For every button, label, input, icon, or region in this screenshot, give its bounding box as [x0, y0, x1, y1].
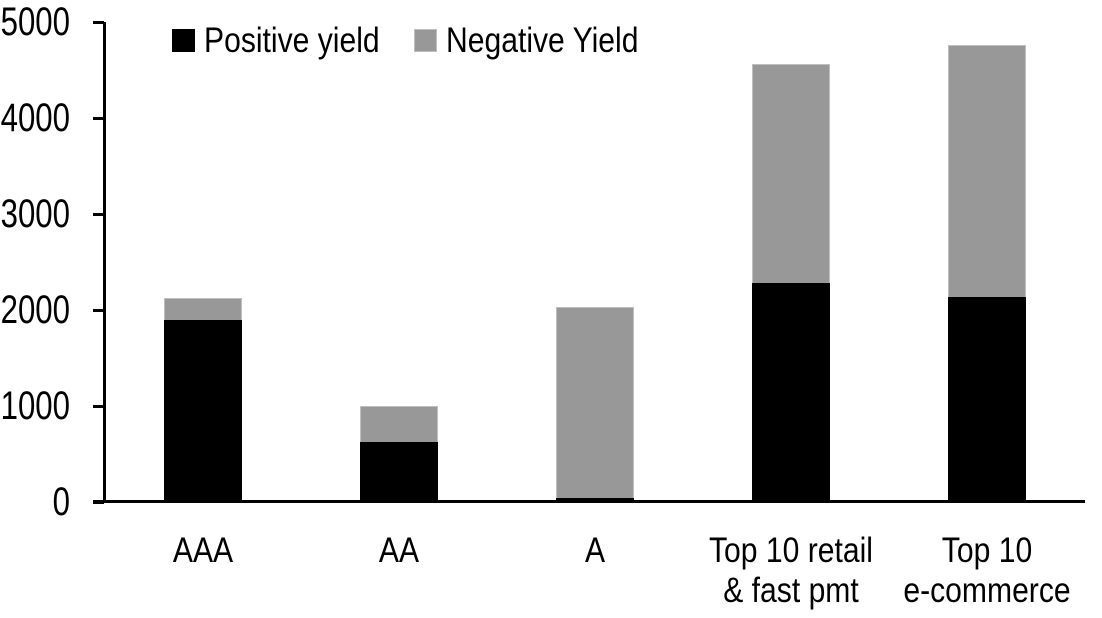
bar-segment: [164, 298, 242, 320]
bar-segment: [948, 296, 1026, 502]
bar-segment: [360, 406, 438, 443]
y-axis-tick-label: 4000: [0, 96, 71, 140]
legend-item-negative-yield: Negative Yield: [414, 23, 670, 58]
y-axis-tick-label: 5000: [0, 0, 71, 44]
y-axis-tick-label: 0: [52, 480, 70, 524]
y-axis-tick-label: 2000: [0, 288, 71, 332]
bar-segment: [752, 283, 830, 502]
y-axis-tick: [93, 404, 104, 408]
bar-segment: [948, 45, 1026, 297]
y-axis-line: [103, 22, 106, 502]
legend-label-positive-yield: Positive yield: [204, 21, 380, 60]
bar-segment: [164, 319, 242, 502]
y-axis-tick: [93, 20, 104, 24]
legend-label-negative-yield: Negative Yield: [446, 21, 639, 60]
x-axis-label: Top 10 e-commerce: [903, 531, 1071, 610]
x-axis-label: Top 10 retail & fast pmt: [709, 531, 873, 610]
x-axis-label: AAA: [172, 531, 234, 570]
x-axis-label: A: [584, 531, 606, 570]
y-axis-tick: [93, 308, 104, 312]
y-axis-tick: [93, 116, 104, 120]
bar-segment: [360, 442, 438, 502]
y-axis-tick-label: 1000: [0, 384, 71, 428]
x-axis-label: AA: [378, 531, 420, 570]
bar-segment: [556, 307, 634, 499]
y-axis-tick: [93, 212, 104, 216]
legend-swatch-positive-yield: [172, 29, 195, 52]
legend-swatch-negative-yield: [414, 29, 437, 52]
x-axis-line: [93, 500, 1085, 503]
bar-segment: [752, 64, 830, 284]
y-axis-tick-label: 3000: [0, 192, 71, 236]
legend-item-positive-yield: Positive yield: [172, 23, 408, 58]
